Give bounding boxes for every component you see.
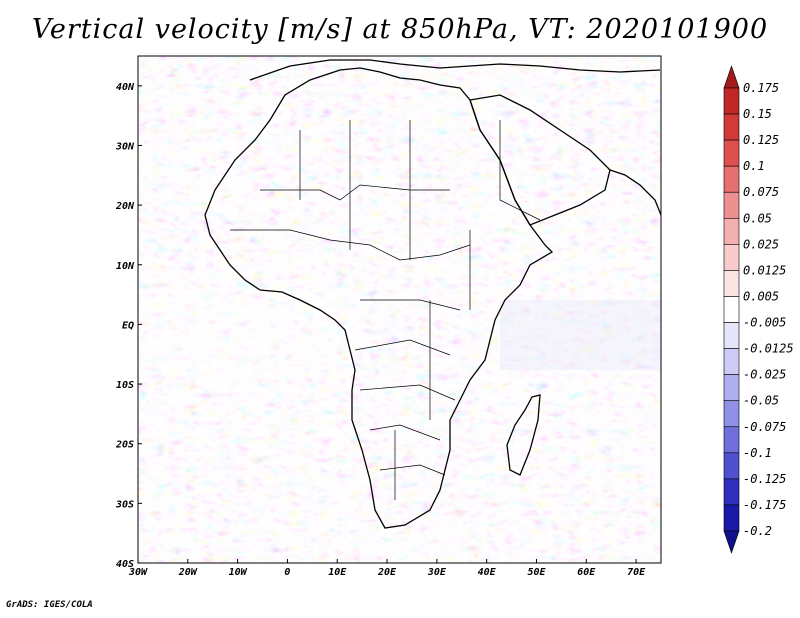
colorbar-label: -0.05	[743, 394, 779, 408]
lon-label: 70E	[627, 567, 646, 578]
colorbar-segment	[723, 504, 740, 532]
colorbar-segment	[723, 191, 740, 219]
colorbar-label: 0.005	[743, 289, 779, 303]
lon-label: 20E	[377, 567, 397, 578]
lon-label: 10W	[229, 567, 248, 578]
colorbar-segment	[723, 426, 740, 454]
lat-label: 10S	[116, 380, 134, 391]
colorbar-segment	[723, 244, 740, 271]
colorbar-label: 0.05	[743, 211, 772, 225]
colorbar-segment	[723, 478, 740, 506]
lat-label: 20S	[115, 440, 134, 451]
colorbar-label: 0.025	[743, 237, 779, 251]
colorbar-segment	[723, 87, 740, 115]
lat-label: 30N	[115, 141, 135, 152]
lat-label: EQ	[122, 320, 134, 331]
colorbar-label: 0.125	[743, 133, 779, 147]
colorbar-segment	[723, 139, 740, 167]
colorbar-label: 0.1	[743, 159, 765, 173]
colorbar-label: -0.2	[743, 524, 772, 538]
colorbar-label: 0.075	[743, 185, 779, 199]
colorbar-top-arrow	[723, 65, 740, 89]
lon-label: 40E	[478, 567, 497, 578]
lat-label: 40N	[116, 82, 135, 93]
lon-label: 30E	[427, 567, 447, 578]
colorbar-segment	[723, 322, 740, 349]
colorbar-segment	[723, 296, 740, 323]
grads-credit: GrADS: IGES/COLA	[6, 600, 93, 610]
colorbar-segment	[723, 165, 740, 193]
lat-label: 20N	[115, 201, 135, 212]
colorbar-segment	[723, 113, 740, 141]
lat-label: 40S	[116, 559, 134, 570]
map-frame	[137, 55, 662, 564]
colorbar-segment	[723, 400, 740, 428]
colorbar-label: 0.15	[743, 107, 772, 121]
map-title: Vertical velocity [m/s] at 850hPa, VT: 2…	[31, 14, 769, 45]
lat-label: 30S	[115, 499, 134, 510]
lat-label: 10N	[116, 261, 135, 272]
colorbar-label: -0.1	[743, 446, 772, 460]
colorbar-bottom-arrow	[723, 530, 740, 554]
lon-label: 60E	[577, 567, 596, 578]
colorbar-segment	[723, 348, 740, 375]
lon-label: 10E	[328, 567, 347, 578]
axis-labels: 30W 20W 10W 0 10E 20E 30E 40E 50E 60E 70E 40N 30N 20N…	[115, 82, 646, 578]
map-panel	[138, 56, 661, 563]
colorbar-label: -0.125	[743, 472, 786, 486]
colorbar-label: -0.075	[743, 420, 786, 434]
colorbar-segment	[723, 217, 740, 245]
colorbar-label: -0.005	[743, 316, 786, 330]
colorbar-label: -0.025	[743, 368, 786, 382]
lon-label: 30W	[128, 567, 148, 578]
country-borders	[230, 120, 541, 500]
colorbar-label: -0.0125	[743, 342, 794, 356]
lon-label: 50E	[527, 567, 546, 578]
colorbar-label: 0.0125	[743, 263, 786, 277]
colorbar: 0.175 0.15 0.125 0.1 0.075 0.05 0.025 0.0125 0.0…	[723, 65, 794, 554]
lon-label: 0	[284, 567, 290, 578]
colorbar-segment	[723, 270, 740, 297]
colorbar-label: 0.175	[743, 81, 779, 95]
lon-label: 20W	[178, 567, 198, 578]
colorbar-segment	[723, 374, 740, 402]
colorbar-label: -0.175	[743, 498, 786, 512]
coastline	[204, 59, 661, 529]
colorbar-segment	[723, 452, 740, 480]
